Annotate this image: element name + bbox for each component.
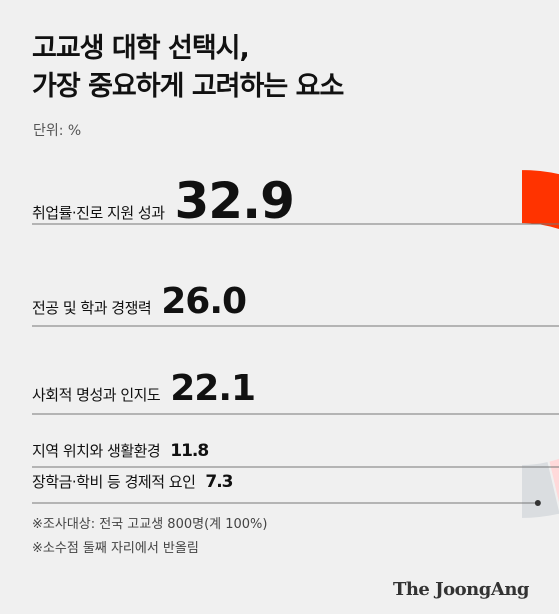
category-label-2: 전공 및 학과 경쟁력 26.0 — [32, 281, 247, 322]
donut-segment-5 — [520, 459, 559, 521]
category-value: 7.3 — [205, 472, 233, 492]
unit-label: 단위: % — [33, 123, 82, 139]
title-line-2: 가장 중요하게 고려하는 요소 — [32, 71, 344, 102]
category-name: 사회적 명성과 인지도 — [32, 386, 161, 404]
category-label-5: 장학금·학비 등 경제적 요인 7.3 — [32, 471, 234, 492]
category-label-4: 지역 위치와 생활환경 11.8 — [32, 440, 209, 461]
category-value: 26.0 — [161, 281, 247, 322]
category-label-1: 취업률·진로 지원 성과 32.9 — [32, 172, 295, 230]
survey-note: ※조사대상: 전국 고교생 800명(계 100%) — [32, 517, 268, 532]
category-label-3: 사회적 명성과 인지도 22.1 — [32, 368, 256, 409]
category-name: 취업률·진로 지원 성과 — [32, 204, 165, 222]
category-value: 32.9 — [174, 172, 295, 230]
chart-title: 고교생 대학 선택시, 가장 중요하게 고려하는 요소 — [32, 30, 344, 106]
category-name: 전공 및 학과 경쟁력 — [32, 299, 152, 317]
category-value: 22.1 — [170, 368, 256, 409]
title-line-1: 고교생 대학 선택시, — [32, 33, 250, 64]
category-value: 11.8 — [170, 441, 209, 461]
rounding-note: ※소수점 둘째 자리에서 반올림 — [32, 541, 199, 556]
category-name: 장학금·학비 등 경제적 요인 — [32, 473, 196, 491]
category-name: 지역 위치와 생활환경 — [32, 442, 161, 460]
donut-segment-1 — [520, 167, 559, 232]
brand-logo: The JoongAng — [392, 579, 530, 600]
leader-dot-5 — [534, 500, 541, 506]
